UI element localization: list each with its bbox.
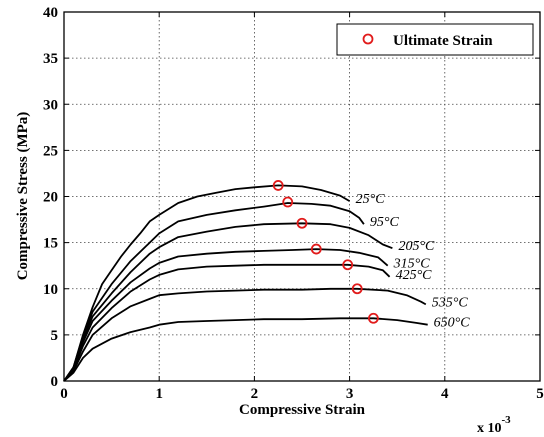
y-axis-title: Compressive Stress (MPa) bbox=[15, 112, 31, 281]
y-tick-label: 30 bbox=[43, 97, 58, 113]
curve-315c bbox=[63, 248, 389, 382]
curve-label: 650°C bbox=[434, 316, 471, 331]
x-tick-label: 3 bbox=[346, 386, 354, 402]
x-axis-title: Compressive Strain bbox=[239, 402, 366, 418]
legend-box bbox=[336, 23, 534, 56]
curve-label: 95°C bbox=[370, 215, 400, 230]
legend-marker-icon bbox=[362, 33, 374, 45]
ultimate-strain-marker bbox=[310, 243, 322, 255]
x-tick-label: 0 bbox=[60, 386, 68, 402]
curve-95c bbox=[63, 202, 365, 382]
ultimate-strain-marker bbox=[367, 312, 379, 324]
ultimate-strain-marker bbox=[342, 259, 354, 271]
y-tick-label: 0 bbox=[51, 374, 59, 390]
curve-label: 425°C bbox=[396, 268, 433, 283]
legend: Ultimate Strain bbox=[336, 23, 534, 56]
curve-label: 25°C bbox=[356, 192, 386, 207]
ticks: 0 1 2 3 4 5 0 5 10 15 20 25 30 35 40 bbox=[43, 5, 544, 402]
curves bbox=[63, 184, 428, 382]
curve-label: 205°C bbox=[398, 239, 435, 254]
ultimate-strain-markers bbox=[272, 180, 379, 324]
y-tick-label: 40 bbox=[43, 5, 58, 21]
y-tick-label: 35 bbox=[43, 51, 58, 67]
y-tick-label: 10 bbox=[43, 282, 58, 298]
ultimate-strain-marker bbox=[272, 180, 284, 191]
y-tick-label: 25 bbox=[43, 143, 58, 159]
y-tick-label: 5 bbox=[51, 328, 59, 344]
ultimate-strain-marker bbox=[351, 283, 363, 295]
x-multiplier-base: x 10 bbox=[477, 421, 502, 436]
curve-205c bbox=[63, 222, 393, 382]
x-multiplier-label: x 10-3 bbox=[477, 414, 511, 436]
legend-label: Ultimate Strain bbox=[393, 33, 493, 49]
x-tick-label: 2 bbox=[251, 386, 259, 402]
curve-25c bbox=[63, 184, 351, 382]
x-tick-label: 4 bbox=[441, 386, 449, 402]
x-tick-label: 1 bbox=[155, 386, 163, 402]
grid bbox=[64, 12, 540, 381]
curve-label: 535°C bbox=[432, 295, 469, 310]
curve-535c bbox=[63, 287, 427, 382]
ultimate-strain-marker bbox=[296, 217, 308, 229]
y-tick-label: 15 bbox=[43, 236, 58, 252]
y-tick-label: 20 bbox=[43, 190, 58, 206]
curve-label: 315°C bbox=[393, 257, 431, 272]
x-tick-label: 5 bbox=[536, 386, 544, 402]
curve-425c bbox=[63, 263, 391, 382]
x-multiplier-exponent: -3 bbox=[502, 414, 512, 426]
ultimate-strain-marker bbox=[282, 196, 294, 208]
